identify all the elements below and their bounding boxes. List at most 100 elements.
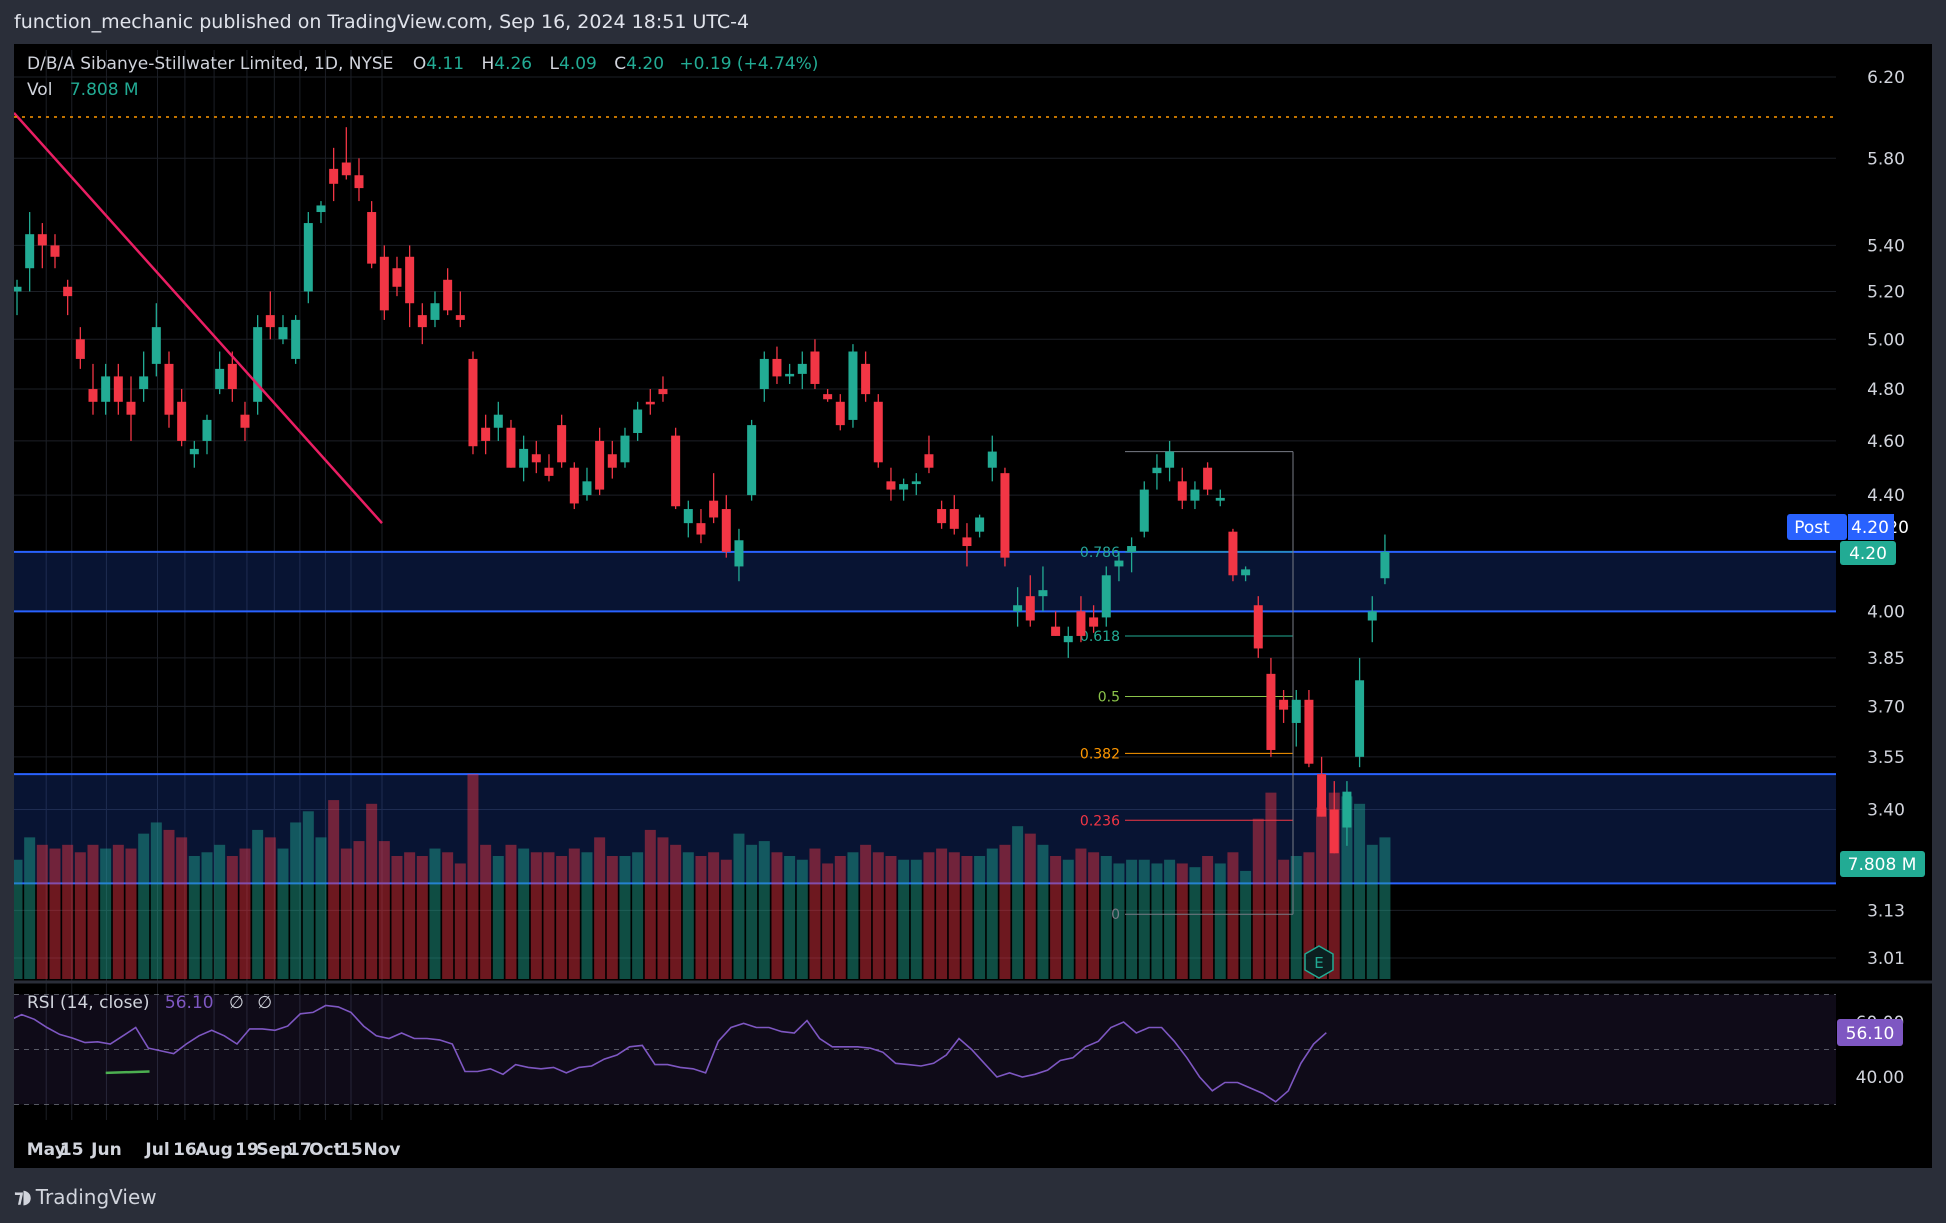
candle-body	[1253, 605, 1263, 649]
volume-bar	[492, 856, 504, 979]
volume-bar	[14, 859, 23, 979]
volume-bar	[1062, 859, 1074, 979]
price-tick-label: 3.01	[1867, 949, 1905, 969]
rsi-badge: 56.10	[1837, 1019, 1903, 1046]
volume-bar	[1176, 863, 1188, 979]
rsi-label[interactable]: RSI (14, close)	[27, 993, 150, 1013]
candle-body	[1165, 451, 1175, 468]
price-tick-label: 4.00	[1867, 602, 1905, 622]
candle-body	[1000, 473, 1010, 558]
volume-bar	[1050, 856, 1062, 979]
fib-level-label: 0.236	[1080, 813, 1120, 829]
candle-body	[620, 435, 630, 463]
volume-bar	[974, 856, 986, 979]
volume-bar	[948, 852, 960, 979]
last-price-badge: 4.20	[1840, 541, 1896, 565]
candle-body	[1304, 699, 1314, 764]
volume-badge-value: 7.808 M	[1848, 855, 1917, 875]
candle-body	[683, 509, 693, 524]
price-tick-label: 4.40	[1867, 486, 1905, 506]
post-value-overlay: 4.20	[1851, 518, 1889, 538]
candle-body	[1063, 635, 1073, 643]
grid-lines	[14, 50, 1836, 1120]
volume-bar	[758, 841, 770, 979]
candle-body	[316, 205, 326, 213]
volume-bar	[340, 848, 352, 979]
volume-value: 7.808 M	[70, 80, 139, 100]
volume-bar	[290, 822, 302, 979]
candle-body	[139, 376, 149, 390]
candle-body	[899, 484, 909, 490]
candle-body	[1101, 575, 1111, 618]
candle-body	[1177, 481, 1187, 501]
symbol-name[interactable]: D/B/A Sibanye-Stillwater Limited, 1D, NY…	[27, 54, 393, 74]
volume-bar	[201, 852, 213, 979]
volume-bar	[480, 844, 492, 979]
time-tick-label: Nov	[364, 1140, 401, 1160]
volume-bar	[556, 856, 568, 979]
candle-body	[607, 454, 617, 468]
volume-bar	[822, 863, 834, 979]
candlesticks	[14, 127, 1390, 854]
volume-bar	[771, 852, 783, 979]
price-tick-label: 3.55	[1867, 748, 1905, 768]
rsi-na-2: ∅	[257, 993, 272, 1013]
candle-body	[709, 500, 719, 518]
volume-bar	[885, 856, 897, 979]
svg-text:Vol 7.808 M: Vol 7.808 M	[27, 80, 139, 100]
fibonacci-retracement[interactable]: 0.786 0.618 0.5 0.382 0.236 0	[1080, 451, 1294, 924]
publish-header: function_mechanic published on TradingVi…	[0, 0, 1946, 44]
earnings-marker[interactable]: E	[1304, 945, 1334, 979]
price-axis[interactable]: 6.20 5.80 5.40 5.20 5.00 4.80 4.60 4.40 4.00 3.85…	[1867, 68, 1905, 969]
candle-body	[25, 234, 35, 269]
candle-body	[1380, 551, 1390, 579]
high-label: H	[481, 54, 494, 74]
candle-body	[886, 481, 896, 490]
candle-body	[1329, 809, 1339, 854]
volume-bar	[315, 837, 327, 979]
candle-body	[379, 256, 389, 311]
rsi-legend[interactable]: RSI (14, close) 56.10 ∅ ∅	[27, 993, 272, 1013]
rsi-value: 56.10	[165, 993, 214, 1013]
candle-body	[1215, 497, 1225, 501]
volume-bar	[429, 848, 441, 979]
high-value: 4.26	[494, 54, 532, 74]
volume-bar	[239, 848, 251, 979]
candle-body	[430, 303, 440, 320]
price-tick-label: 3.70	[1867, 697, 1905, 717]
candle-body	[50, 245, 60, 257]
volume-bar	[1126, 859, 1138, 979]
volume-bar	[872, 852, 884, 979]
volume-bar	[847, 852, 859, 979]
candle-body	[202, 419, 212, 441]
time-tick-label: May	[27, 1140, 66, 1160]
volume-bar	[1088, 852, 1100, 979]
volume-bar	[62, 844, 74, 979]
volume-label[interactable]: Vol	[27, 80, 52, 100]
price-tick-label: 4.60	[1867, 432, 1905, 452]
candle-body	[151, 327, 161, 364]
low-value: 4.09	[559, 54, 597, 74]
volume-bar	[695, 856, 707, 979]
volume-bar	[328, 800, 340, 979]
volume-bar	[1354, 803, 1366, 979]
volume-bar	[163, 829, 175, 979]
volume-bar	[150, 822, 162, 979]
volume-bar	[1075, 848, 1087, 979]
volume-bar	[1316, 807, 1328, 979]
volume-bar	[505, 844, 517, 979]
volume-bar	[125, 848, 137, 979]
candle-body	[1152, 467, 1162, 474]
volume-bar	[708, 852, 720, 979]
candle-body	[493, 414, 503, 428]
candle-body	[1241, 569, 1251, 576]
candle-body	[924, 454, 934, 468]
candle-body	[63, 286, 73, 297]
tradingview-logo[interactable]: ⁊◗ TradingView	[14, 1185, 157, 1209]
time-tick-label: Sep	[256, 1140, 292, 1160]
drawings[interactable]	[14, 112, 1836, 524]
volume-bar	[1037, 844, 1049, 979]
symbol-legend[interactable]: D/B/A Sibanye-Stillwater Limited, 1D, NY…	[27, 54, 818, 100]
